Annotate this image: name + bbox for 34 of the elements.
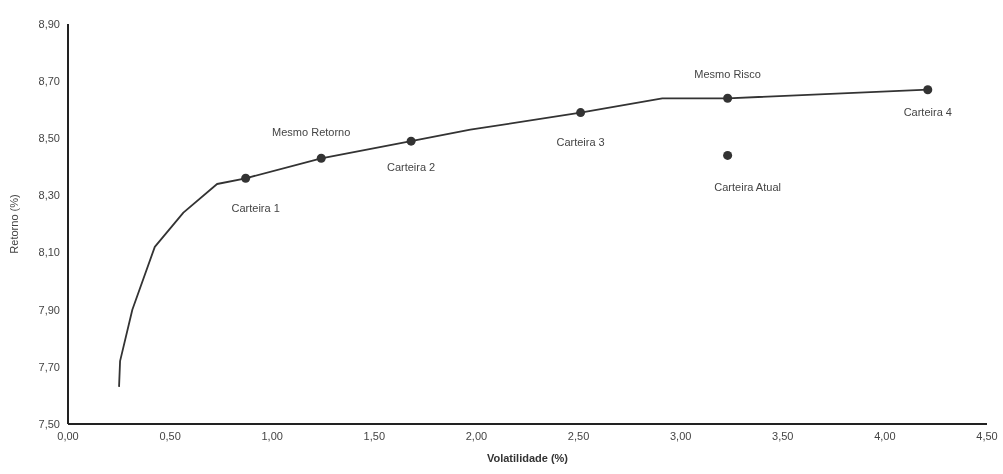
x-tick-label: 4,00 <box>874 429 896 442</box>
y-tick-label: 7,70 <box>38 360 60 373</box>
x-tick-label: 4,50 <box>976 429 998 442</box>
annotation: Carteira 2 <box>386 161 436 174</box>
annotation: Carteira 1 <box>231 202 280 215</box>
y-axis-title: Retorno (%) <box>7 194 20 254</box>
point <box>241 173 251 183</box>
point <box>723 150 733 160</box>
annotation: Carteira 4 <box>903 105 952 118</box>
x-tick-label: 0,00 <box>57 429 79 442</box>
point <box>723 93 733 103</box>
point <box>406 136 416 146</box>
x-tick-label: 2,50 <box>567 429 590 442</box>
x-axis-title: Volatilidade (%) <box>486 452 569 464</box>
x-tick-label: 3,50 <box>772 429 794 442</box>
point <box>923 85 933 95</box>
x-tick-label: 1,00 <box>261 429 283 442</box>
annotation: Carteira Atual <box>714 181 781 194</box>
y-tick-label: 8,70 <box>38 75 60 88</box>
x-tick-label: 3,00 <box>669 429 692 442</box>
annotation: Carteira 3 <box>556 136 605 149</box>
y-tick-label: 7,90 <box>38 303 60 316</box>
x-tick-label: 2,00 <box>465 429 488 442</box>
annotation: Mesmo Retorno <box>272 126 351 139</box>
y-tick-label: 7,50 <box>38 417 60 430</box>
x-tick-label: 0,50 <box>159 429 181 442</box>
point <box>316 153 326 163</box>
y-tick-label: 8,10 <box>38 246 60 259</box>
annotation: Mesmo Risco <box>694 68 761 81</box>
y-tick-label: 8,50 <box>38 132 60 145</box>
point <box>576 108 586 118</box>
y-tick-label: 8,30 <box>38 189 60 202</box>
x-tick-label: 1,50 <box>363 429 386 442</box>
y-tick-label: 8,90 <box>38 17 60 30</box>
